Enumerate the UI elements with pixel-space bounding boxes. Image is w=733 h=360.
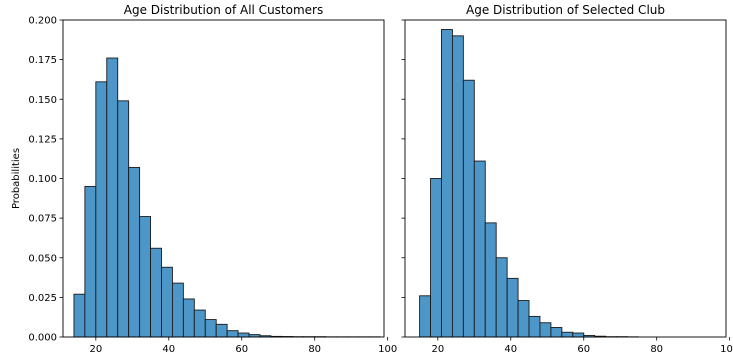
histogram-bar — [484, 222, 497, 338]
x-tick-label: 40 — [162, 344, 175, 355]
y-tick-label: 0.150 — [28, 95, 57, 106]
histogram-bar — [506, 277, 519, 338]
histogram-bar — [226, 330, 239, 338]
histogram-bars — [73, 57, 381, 338]
x-tick-label: 100 — [378, 344, 397, 355]
histogram-bar — [430, 178, 442, 338]
y-tick-label: 0.050 — [28, 253, 57, 264]
histogram-bar — [95, 81, 108, 338]
histogram-bar — [128, 166, 141, 338]
histogram-bar — [539, 322, 552, 338]
histogram-bar — [517, 300, 530, 338]
chart-panel-2: 20 40 60 80 100 Age Distribution of Selected … — [401, 3, 733, 355]
histogram-bar — [473, 160, 486, 338]
histogram-bar — [182, 298, 195, 338]
x-tick-label: 100 — [720, 344, 733, 355]
y-tick-label: 0.000 — [28, 333, 57, 344]
histogram-bars — [419, 29, 639, 338]
histogram-bar — [204, 319, 217, 338]
x-tick-label: 80 — [650, 344, 663, 355]
histogram-bar — [495, 257, 508, 338]
x-tick-label: 60 — [235, 344, 248, 355]
x-tick-label: 20 — [89, 344, 102, 355]
x-tick-label: 40 — [504, 344, 517, 355]
y-tick-label: 0.100 — [28, 174, 57, 185]
histogram-bar — [237, 332, 250, 338]
chart-title: Age Distribution of All Customers — [124, 3, 323, 17]
histogram-bar — [161, 266, 173, 338]
histogram-bar — [441, 29, 453, 338]
histogram-bar — [572, 332, 585, 338]
histogram-bar — [150, 247, 162, 338]
histogram-bar — [561, 331, 574, 338]
histogram-bar — [550, 327, 563, 338]
y-tick-label: 0.125 — [28, 134, 57, 145]
y-tick-label: 0.025 — [28, 293, 57, 304]
chart-panel-1: 20 40 60 80 100 0.000 0.025 0.050 0.075 0.100 0.12… — [11, 3, 397, 355]
y-tick-label: 0.075 — [28, 214, 57, 225]
histogram-bar — [193, 309, 206, 338]
histogram-bar — [84, 185, 97, 338]
x-tick-label: 80 — [308, 344, 321, 355]
histogram-bar — [106, 57, 119, 338]
histogram-bar — [215, 323, 228, 338]
chart-title: Age Distribution of Selected Club — [466, 3, 665, 17]
y-axis-label: Probabilities — [11, 148, 22, 209]
histogram-bar — [462, 79, 475, 338]
histogram-bar — [73, 293, 86, 338]
histogram-bar — [528, 315, 541, 338]
y-tick-label: 0.175 — [28, 55, 57, 66]
histogram-bar — [139, 216, 151, 338]
x-tick-label: 20 — [431, 344, 444, 355]
histogram-bar — [419, 295, 431, 338]
histogram-bar — [117, 100, 130, 338]
histogram-bar — [451, 35, 464, 338]
y-tick-label: 0.200 — [28, 16, 57, 27]
x-tick-label: 60 — [577, 344, 590, 355]
histogram-bar — [171, 282, 184, 338]
